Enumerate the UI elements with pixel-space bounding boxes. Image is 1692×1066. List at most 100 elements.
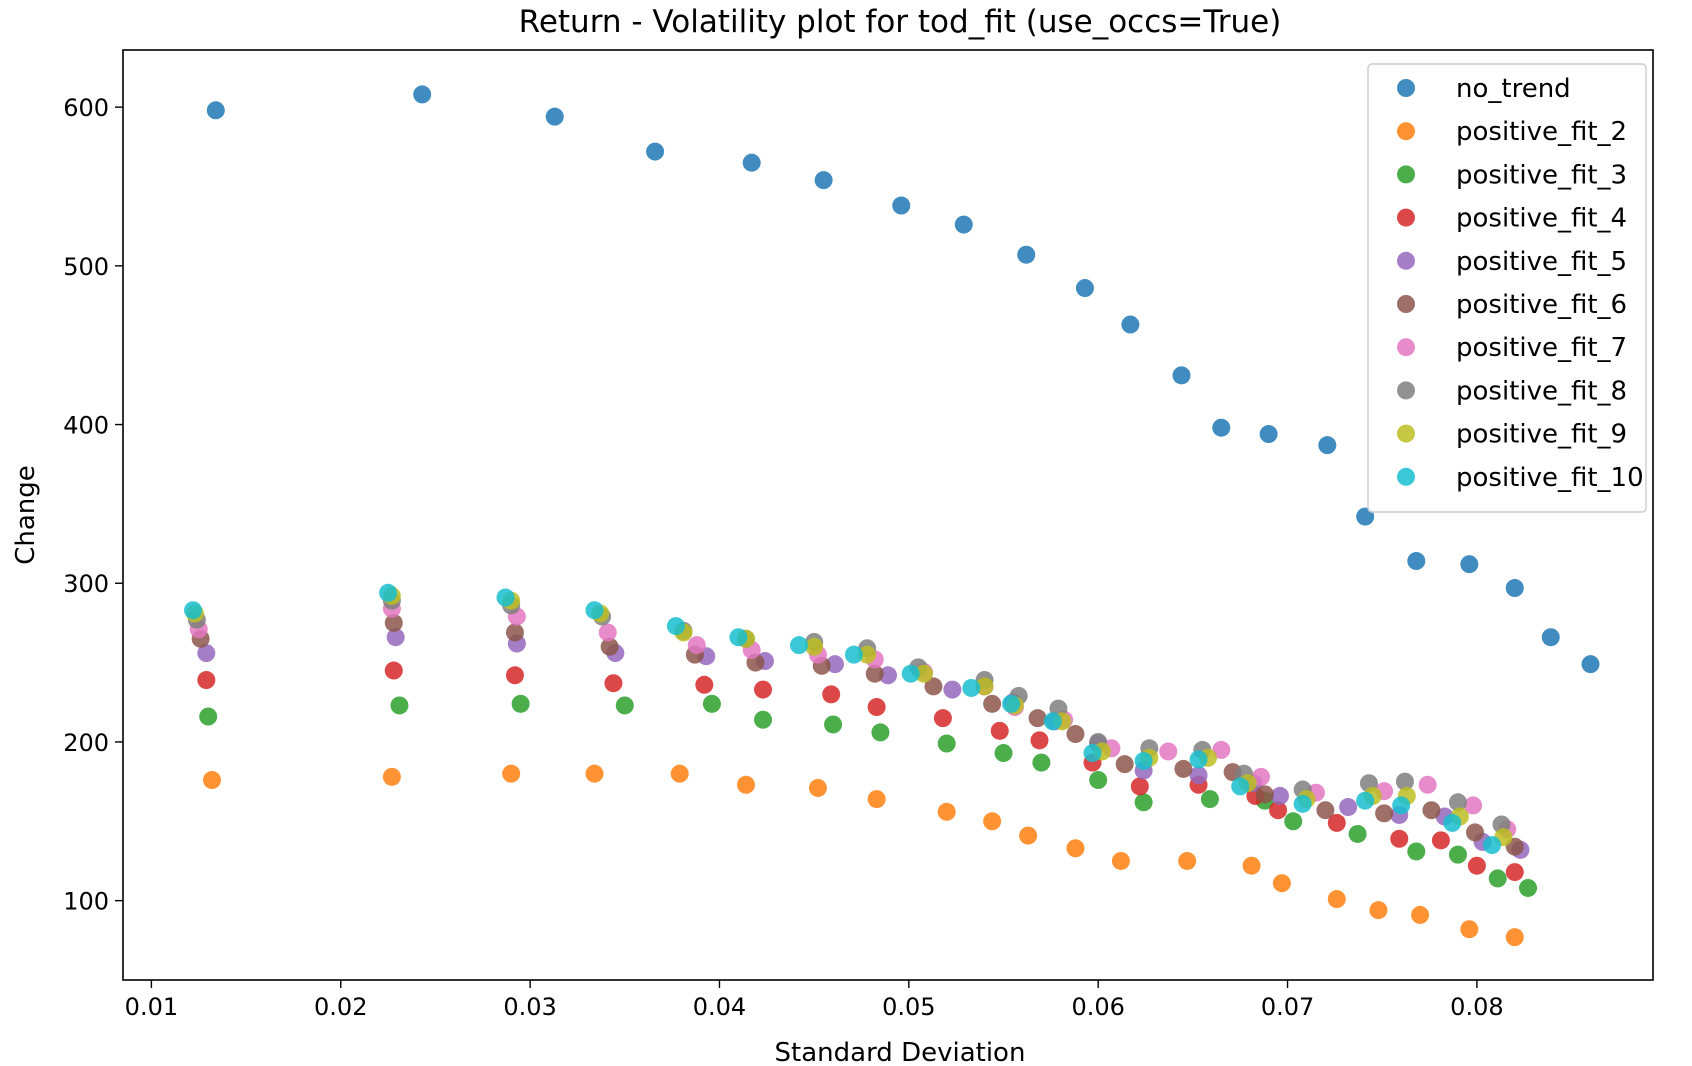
x-axis-ticks: 0.01 0.02 0.03 0.04 0.05 0.06 0.07 0.08 — [125, 980, 1504, 1021]
legend-marker — [1397, 424, 1415, 443]
legend-label: positive_fit_7 — [1456, 333, 1627, 363]
data-point — [1407, 842, 1426, 861]
data-point — [1443, 813, 1462, 832]
data-point — [1418, 775, 1437, 794]
data-point — [384, 661, 403, 680]
points-layer — [184, 85, 1600, 947]
data-point — [615, 696, 634, 715]
data-point — [1411, 905, 1430, 924]
data-point — [1028, 709, 1047, 728]
data-point — [202, 771, 221, 790]
plot-frame — [122, 49, 1654, 981]
data-point — [1467, 856, 1486, 875]
data-point — [1505, 928, 1524, 947]
data-point — [502, 764, 521, 783]
data-point — [822, 685, 841, 704]
data-point — [924, 677, 943, 696]
legend-box — [1367, 63, 1647, 513]
data-point — [1134, 793, 1153, 812]
data-point — [184, 601, 203, 620]
data-point — [197, 671, 216, 690]
y-tick-label: 100 — [63, 888, 109, 916]
data-point — [990, 721, 1009, 740]
data-point — [1488, 869, 1507, 888]
data-point — [1541, 628, 1560, 647]
x-tick-label: 0.08 — [1450, 993, 1503, 1021]
data-point — [585, 764, 604, 783]
data-point — [790, 636, 809, 655]
data-point — [1375, 804, 1394, 823]
data-point — [1327, 813, 1346, 832]
legend-marker — [1397, 251, 1415, 270]
data-point — [1200, 790, 1219, 809]
data-point — [505, 623, 524, 642]
data-point — [937, 734, 956, 753]
data-point — [1581, 655, 1600, 674]
data-point — [1284, 812, 1303, 831]
data-point — [1395, 772, 1414, 791]
data-point — [1075, 279, 1094, 298]
data-point — [736, 775, 755, 794]
data-point — [858, 645, 877, 664]
data-point — [1369, 901, 1388, 920]
data-point — [1464, 796, 1483, 815]
data-point — [1407, 552, 1426, 571]
data-point — [1083, 744, 1102, 763]
data-point — [825, 655, 844, 674]
data-point — [1130, 777, 1149, 796]
legend: no_trend positive_fit_2 positive_fit_3posi… — [1367, 63, 1647, 513]
series-positive-fit-6 — [191, 613, 1524, 856]
data-point — [1134, 751, 1153, 770]
data-point — [702, 694, 721, 713]
data-point — [604, 674, 623, 693]
data-point — [1212, 740, 1231, 759]
legend-label: positive_fit_8 — [1456, 376, 1627, 406]
y-axis-label: Change — [11, 465, 41, 565]
data-point — [754, 680, 773, 699]
data-point — [666, 617, 685, 636]
data-point — [1066, 725, 1085, 744]
data-point — [1189, 766, 1208, 785]
data-point — [1212, 418, 1231, 437]
data-point — [914, 664, 933, 683]
data-point — [814, 171, 833, 190]
data-point — [197, 644, 216, 663]
data-point — [1519, 878, 1538, 897]
data-point — [933, 709, 952, 728]
x-tick-label: 0.01 — [125, 993, 178, 1021]
x-tick-label: 0.05 — [882, 993, 935, 1021]
data-point — [1339, 798, 1358, 817]
data-point — [867, 698, 886, 717]
data-point — [1348, 824, 1367, 843]
data-point — [1121, 315, 1140, 334]
data-point — [1019, 826, 1038, 845]
data-point — [1390, 829, 1409, 848]
y-tick-label: 300 — [63, 570, 109, 598]
data-point — [879, 666, 897, 685]
data-point — [808, 778, 827, 797]
data-point — [937, 802, 956, 821]
data-point — [505, 666, 524, 685]
data-point — [844, 645, 863, 664]
y-tick-label: 600 — [63, 94, 109, 122]
data-point — [754, 710, 773, 729]
data-point — [983, 812, 1002, 831]
data-point — [1066, 839, 1085, 858]
data-point — [1316, 801, 1335, 820]
data-point — [1189, 750, 1208, 769]
data-point — [1448, 793, 1467, 812]
data-point — [1115, 755, 1134, 774]
chart-title: Return - Volatility plot for tod_fit (us… — [519, 4, 1282, 40]
legend-label: positive_fit_6 — [1456, 290, 1627, 320]
data-point — [598, 623, 617, 642]
data-point — [1017, 245, 1036, 264]
data-point — [871, 723, 890, 742]
legend-marker — [1397, 295, 1415, 313]
legend-marker — [1397, 338, 1415, 357]
data-point — [687, 636, 706, 655]
data-point — [1318, 436, 1337, 455]
data-point — [199, 707, 218, 726]
data-point — [496, 588, 515, 607]
data-point — [1032, 753, 1051, 772]
